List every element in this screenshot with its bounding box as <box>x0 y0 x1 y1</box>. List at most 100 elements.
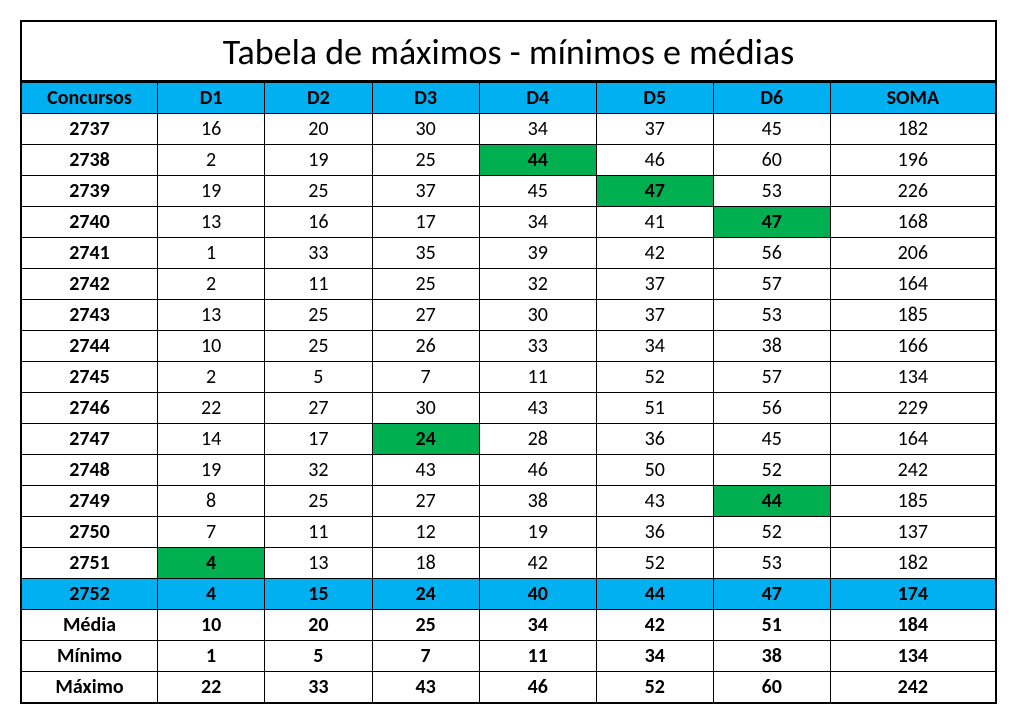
cell-soma: 185 <box>830 300 996 331</box>
summary-row: Média102025344251184 <box>21 610 996 641</box>
cell-d3: 26 <box>372 331 479 362</box>
cell-soma: 196 <box>830 145 996 176</box>
cell-d2: 32 <box>265 455 372 486</box>
cell-soma: 182 <box>830 548 996 579</box>
cell-concurso: 2738 <box>21 145 158 176</box>
cell-d6: 52 <box>713 455 830 486</box>
cell-d4: 34 <box>479 610 596 641</box>
cell-d3: 24 <box>372 424 479 455</box>
cell-d3: 43 <box>372 672 479 704</box>
cell-d3: 25 <box>372 145 479 176</box>
cell-d6: 60 <box>713 672 830 704</box>
cell-d1: 19 <box>158 455 265 486</box>
cell-d2: 11 <box>265 517 372 548</box>
table-row: 2737162030343745182 <box>21 114 996 145</box>
cell-soma: 184 <box>830 610 996 641</box>
col-d2: D2 <box>265 83 372 114</box>
summary-label: Mínimo <box>21 641 158 672</box>
cell-d5: 37 <box>596 114 713 145</box>
cell-d5: 46 <box>596 145 713 176</box>
highlight-row: 275241524404447174 <box>21 579 996 610</box>
cell-d2: 13 <box>265 548 372 579</box>
cell-d6: 53 <box>713 300 830 331</box>
cell-d5: 50 <box>596 455 713 486</box>
cell-d5: 36 <box>596 424 713 455</box>
table-row: 275141318425253182 <box>21 548 996 579</box>
summary-row: Mínimo157113438134 <box>21 641 996 672</box>
cell-d3: 37 <box>372 176 479 207</box>
cell-soma: 174 <box>830 579 996 610</box>
cell-d5: 41 <box>596 207 713 238</box>
cell-d5: 52 <box>596 362 713 393</box>
cell-d4: 44 <box>479 145 596 176</box>
cell-concurso: 2748 <box>21 455 158 486</box>
cell-d1: 13 <box>158 207 265 238</box>
cell-d1: 4 <box>158 548 265 579</box>
cell-d1: 8 <box>158 486 265 517</box>
cell-concurso: 2737 <box>21 114 158 145</box>
cell-d5: 52 <box>596 672 713 704</box>
cell-soma: 134 <box>830 641 996 672</box>
cell-concurso: 2741 <box>21 238 158 269</box>
cell-d6: 47 <box>713 207 830 238</box>
col-concursos: Concursos <box>21 83 158 114</box>
cell-concurso: 2740 <box>21 207 158 238</box>
cell-d6: 44 <box>713 486 830 517</box>
table-row: 273821925444660196 <box>21 145 996 176</box>
cell-soma: 137 <box>830 517 996 548</box>
cell-d4: 33 <box>479 331 596 362</box>
cell-d6: 38 <box>713 331 830 362</box>
cell-d3: 7 <box>372 362 479 393</box>
cell-d2: 16 <box>265 207 372 238</box>
cell-d4: 28 <box>479 424 596 455</box>
cell-d2: 5 <box>265 641 372 672</box>
header-row: Concursos D1 D2 D3 D4 D5 D6 SOMA <box>21 83 996 114</box>
col-d1: D1 <box>158 83 265 114</box>
cell-soma: 206 <box>830 238 996 269</box>
cell-d3: 24 <box>372 579 479 610</box>
cell-d5: 34 <box>596 641 713 672</box>
col-d5: D5 <box>596 83 713 114</box>
col-d3: D3 <box>372 83 479 114</box>
cell-d2: 33 <box>265 238 372 269</box>
cell-concurso: 2739 <box>21 176 158 207</box>
summary-label: Máximo <box>21 672 158 704</box>
table-row: 274221125323757164 <box>21 269 996 300</box>
cell-soma: 242 <box>830 455 996 486</box>
table-row: 2744102526333438166 <box>21 331 996 362</box>
cell-d3: 27 <box>372 486 479 517</box>
table-row: 2746222730435156229 <box>21 393 996 424</box>
cell-soma: 166 <box>830 331 996 362</box>
cell-d6: 52 <box>713 517 830 548</box>
cell-d4: 19 <box>479 517 596 548</box>
cell-concurso: 2752 <box>21 579 158 610</box>
cell-d1: 16 <box>158 114 265 145</box>
cell-d5: 43 <box>596 486 713 517</box>
cell-concurso: 2744 <box>21 331 158 362</box>
cell-d5: 51 <box>596 393 713 424</box>
cell-d3: 27 <box>372 300 479 331</box>
col-soma: SOMA <box>830 83 996 114</box>
cell-d1: 14 <box>158 424 265 455</box>
cell-concurso: 2747 <box>21 424 158 455</box>
cell-d4: 34 <box>479 114 596 145</box>
cell-d4: 39 <box>479 238 596 269</box>
cell-d6: 38 <box>713 641 830 672</box>
cell-d3: 43 <box>372 455 479 486</box>
cell-d3: 25 <box>372 610 479 641</box>
cell-d3: 30 <box>372 114 479 145</box>
main-table: Tabela de máximos - mínimos e médias <box>20 20 997 82</box>
cell-d6: 53 <box>713 548 830 579</box>
cell-d1: 13 <box>158 300 265 331</box>
table-row: 2740131617344147168 <box>21 207 996 238</box>
cell-d2: 25 <box>265 300 372 331</box>
cell-d4: 34 <box>479 207 596 238</box>
cell-soma: 229 <box>830 393 996 424</box>
cell-d3: 7 <box>372 641 479 672</box>
cell-concurso: 2750 <box>21 517 158 548</box>
cell-soma: 182 <box>830 114 996 145</box>
cell-soma: 134 <box>830 362 996 393</box>
cell-d5: 37 <box>596 269 713 300</box>
col-d4: D4 <box>479 83 596 114</box>
cell-d1: 10 <box>158 610 265 641</box>
